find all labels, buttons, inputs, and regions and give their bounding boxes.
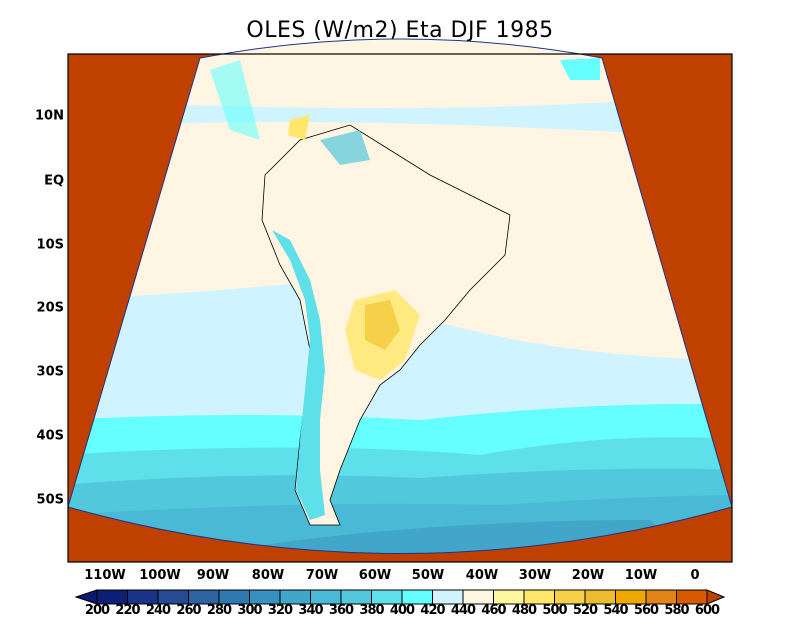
lon-label: 10W — [624, 568, 658, 583]
colorbar-label: 480 — [511, 603, 537, 618]
colorbar-label: 360 — [328, 603, 354, 618]
colorbar-box — [401, 589, 433, 605]
colorbar-box — [157, 589, 189, 605]
colorbar-box — [340, 589, 372, 605]
colorbar-label: 260 — [176, 603, 201, 618]
colorbar-box — [493, 589, 525, 605]
lat-label: 40S — [36, 428, 64, 444]
colorbar-label: 240 — [145, 603, 171, 618]
colorbar-label: 200 — [84, 603, 110, 618]
lon-label: 0 — [690, 568, 700, 583]
colorbar-box — [371, 589, 403, 605]
colorbar-box — [96, 589, 128, 605]
colorbar-box — [279, 589, 311, 605]
lon-label: 50W — [411, 568, 445, 583]
colorbar-box — [676, 589, 708, 605]
colorbar-label: 220 — [115, 603, 140, 618]
colorbar-box — [432, 589, 464, 605]
colorbar-box — [462, 589, 494, 605]
colorbar-label: 280 — [206, 603, 232, 618]
colorbar-box — [554, 589, 586, 605]
colorbar-label: 440 — [450, 603, 476, 618]
colorbar-arrow-low — [74, 589, 98, 605]
colorbar — [74, 589, 726, 605]
lat-label: 10N — [35, 108, 64, 124]
lon-label: 40W — [465, 568, 499, 583]
colorbar-label: 460 — [481, 603, 506, 618]
colorbar-label: 420 — [420, 603, 445, 618]
colorbar-box — [615, 589, 647, 605]
colorbar-label: 580 — [664, 603, 689, 618]
colorbar-label: 600 — [694, 603, 720, 618]
colorbar-label: 320 — [267, 603, 293, 618]
lon-label: 60W — [358, 568, 392, 583]
colorbar-label: 300 — [237, 603, 262, 618]
lon-label: 100W — [139, 568, 181, 583]
colorbar-box — [645, 589, 677, 605]
colorbar-arrow-high — [706, 589, 726, 605]
colorbar-label: 340 — [298, 603, 323, 618]
colorbar-box — [310, 589, 342, 605]
lat-label: 10S — [36, 237, 64, 253]
lat-label: EQ — [44, 173, 64, 189]
colorbar-box — [188, 589, 220, 605]
lon-label: 90W — [196, 568, 230, 583]
colorbar-box — [584, 589, 616, 605]
lon-label: 70W — [305, 568, 339, 583]
colorbar-box — [127, 589, 159, 605]
colorbar-label: 380 — [359, 603, 384, 618]
colorbar-box — [523, 589, 555, 605]
colorbar-box — [218, 589, 250, 605]
colorbar-label: 400 — [389, 603, 415, 618]
lat-label: 20S — [36, 300, 64, 316]
lon-label: 80W — [251, 568, 285, 583]
plot-frame — [67, 53, 733, 563]
lat-label: 50S — [36, 492, 64, 508]
lat-label: 30S — [36, 364, 64, 380]
colorbar-label: 520 — [572, 603, 598, 618]
lon-label: 20W — [571, 568, 605, 583]
colorbar-box — [249, 589, 281, 605]
colorbar-label: 540 — [603, 603, 628, 618]
lon-label: 30W — [518, 568, 552, 583]
lon-label: 110W — [84, 568, 126, 583]
colorbar-label: 500 — [542, 603, 567, 618]
colorbar-label: 560 — [633, 603, 659, 618]
